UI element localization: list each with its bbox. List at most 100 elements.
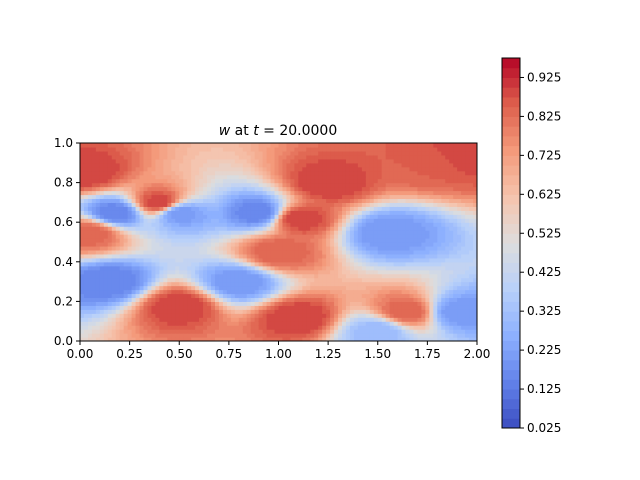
heatmap-cell bbox=[278, 245, 284, 251]
heatmap-cell bbox=[107, 190, 113, 196]
heatmap-cell bbox=[175, 194, 180, 200]
heatmap-cell bbox=[151, 305, 157, 310]
heatmap-cell bbox=[425, 222, 430, 227]
heatmap-cell bbox=[397, 333, 403, 338]
heatmap-cell bbox=[373, 305, 379, 310]
heatmap-cell bbox=[334, 253, 339, 259]
heatmap-cell bbox=[242, 269, 248, 275]
heatmap-cell bbox=[266, 289, 272, 295]
heatmap-cell bbox=[179, 329, 184, 334]
heatmap-cell bbox=[445, 281, 450, 287]
heatmap-cell bbox=[171, 194, 176, 200]
heatmap-cell bbox=[135, 265, 141, 271]
heatmap-cell bbox=[302, 210, 307, 215]
heatmap-cell bbox=[214, 170, 220, 176]
heatmap-cell bbox=[163, 178, 168, 184]
heatmap-cell bbox=[389, 305, 395, 310]
heatmap-cell bbox=[338, 337, 343, 341]
heatmap-cell bbox=[262, 210, 268, 215]
heatmap-cell bbox=[330, 321, 335, 326]
heatmap-cell bbox=[377, 162, 383, 168]
heatmap-cell bbox=[191, 146, 196, 152]
heatmap-cell bbox=[441, 158, 446, 164]
heatmap-cell bbox=[278, 206, 284, 211]
heatmap-cell bbox=[203, 202, 208, 207]
heatmap-cell bbox=[405, 245, 411, 251]
heatmap-cell bbox=[361, 277, 367, 283]
heatmap-cell bbox=[171, 261, 176, 267]
heatmap-cell bbox=[357, 273, 363, 279]
heatmap-cell bbox=[274, 245, 280, 251]
heatmap-cell bbox=[306, 210, 311, 215]
heatmap-cell bbox=[211, 162, 216, 168]
heatmap-cell bbox=[326, 289, 331, 295]
heatmap-cell bbox=[199, 186, 204, 192]
heatmap-cell bbox=[87, 309, 93, 314]
heatmap-cell bbox=[199, 210, 204, 215]
heatmap-cell bbox=[409, 269, 415, 275]
heatmap-cell bbox=[83, 143, 89, 148]
heatmap-cell bbox=[274, 309, 280, 314]
heatmap-cell bbox=[95, 178, 101, 184]
heatmap-cell bbox=[250, 210, 256, 215]
heatmap-cell bbox=[167, 313, 172, 318]
heatmap-cell bbox=[147, 273, 153, 279]
heatmap-cell bbox=[87, 210, 93, 215]
heatmap-cell bbox=[183, 277, 188, 283]
heatmap-cell bbox=[230, 170, 236, 176]
heatmap-cell bbox=[465, 170, 470, 176]
heatmap-cell bbox=[203, 313, 208, 318]
heatmap-cell bbox=[457, 305, 462, 310]
heatmap-cell bbox=[143, 198, 149, 203]
heatmap-cell bbox=[155, 242, 160, 247]
heatmap-cell bbox=[199, 309, 204, 314]
heatmap-cell bbox=[413, 210, 419, 215]
heatmap-cell bbox=[163, 333, 168, 338]
heatmap-cell bbox=[242, 186, 248, 192]
heatmap-cell bbox=[381, 194, 387, 200]
heatmap-cell bbox=[314, 214, 319, 219]
heatmap-cell bbox=[119, 178, 125, 184]
heatmap-cell bbox=[385, 182, 391, 188]
heatmap-cell bbox=[381, 143, 387, 148]
heatmap-cell bbox=[441, 198, 446, 203]
heatmap-cell bbox=[119, 329, 125, 334]
heatmap-cell bbox=[87, 277, 93, 283]
heatmap-cell bbox=[465, 194, 470, 200]
heatmap-cell bbox=[199, 150, 204, 156]
heatmap-cell bbox=[282, 178, 288, 184]
heatmap-cell bbox=[107, 143, 113, 148]
heatmap-cell bbox=[230, 285, 236, 291]
heatmap-cell bbox=[207, 242, 212, 247]
heatmap-cell bbox=[159, 162, 164, 168]
heatmap-cell bbox=[163, 321, 168, 326]
heatmap-cell bbox=[429, 309, 434, 314]
heatmap-cell bbox=[218, 166, 224, 172]
heatmap-cell bbox=[469, 234, 474, 239]
heatmap-cell bbox=[314, 269, 319, 275]
heatmap-cell bbox=[175, 214, 180, 219]
heatmap-cell bbox=[266, 174, 272, 180]
heatmap-cell bbox=[159, 333, 164, 338]
heatmap-cell bbox=[286, 166, 292, 172]
heatmap-cell bbox=[278, 337, 284, 341]
heatmap-cell bbox=[203, 210, 208, 215]
heatmap-cell bbox=[155, 190, 160, 196]
heatmap-cell bbox=[218, 249, 224, 255]
heatmap-cell bbox=[322, 158, 327, 164]
heatmap-cell bbox=[425, 317, 430, 322]
heatmap-cell bbox=[143, 301, 149, 306]
heatmap-cell bbox=[135, 150, 141, 156]
heatmap-cell bbox=[397, 202, 403, 207]
heatmap-cell bbox=[242, 309, 248, 314]
heatmap-cell bbox=[131, 285, 137, 291]
heatmap-cell bbox=[107, 305, 113, 310]
heatmap-cell bbox=[294, 273, 299, 279]
heatmap-cell bbox=[187, 242, 192, 247]
heatmap-cell bbox=[234, 261, 240, 267]
heatmap-cell bbox=[226, 289, 232, 295]
heatmap-cell bbox=[465, 325, 470, 330]
heatmap-cell bbox=[385, 226, 391, 231]
heatmap-cell bbox=[389, 297, 395, 302]
heatmap-cell bbox=[349, 198, 355, 203]
